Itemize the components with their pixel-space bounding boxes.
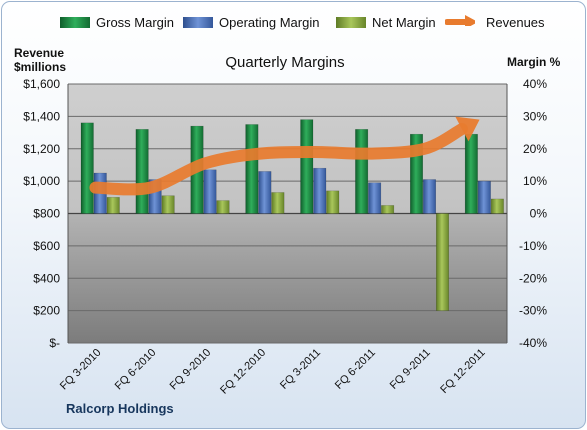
operating-margin-bar [258,171,272,214]
operating-margin-bar [368,182,382,214]
legend-label: Revenues [486,15,545,30]
revenue-arrow-stem [89,122,468,196]
left-tick-label: $1,400 [23,109,60,123]
left-axis-title-line1: Revenue [14,46,65,60]
revenue-arrow-head [455,116,480,142]
left-axis-ticks: $- $200 $400 $600 $800 $1,000 $1,200 $1,400 $1,6… [23,77,60,350]
x-tick-label: FQ 6-2011 [333,347,378,392]
right-axis-ticks: -40% -30% -20% -10% 0% 10% 20% 30% 40% [519,77,547,350]
left-tick-label: $- [49,336,60,350]
right-tick-label: -20% [519,271,547,285]
left-tick-label: $200 [33,304,60,318]
x-axis-ticks: FQ 3-2010 FQ 6-2010 FQ 9-2010 FQ 12-2010 FQ … [58,347,488,397]
net-margin-bar [161,195,175,214]
chart-title: Quarterly Margins [225,54,345,71]
left-tick-label: $400 [33,271,60,285]
x-tick-label: FQ 6-2010 [113,347,159,393]
gross-margin-bar [245,124,259,214]
net-margin-bar [271,192,285,214]
gross-margin-bar [464,133,478,214]
x-tick-label: FQ 12-2011 [438,347,487,396]
left-tick-label: $600 [33,239,60,253]
left-axis-title-line2: $millions [14,60,67,74]
right-tick-label: -40% [519,336,547,350]
net-margin-bar [436,213,449,311]
net-margin-bar [490,198,504,214]
left-tick-label: $1,600 [23,77,60,91]
net-margin-bar [216,200,230,214]
legend-swatch [183,17,213,28]
x-tick-label: FQ 3-2010 [58,347,104,393]
left-tick-label: $1,000 [23,174,60,188]
x-tick-label: FQ 9-2011 [388,347,433,392]
company-name: Ralcorp Holdings [66,401,174,416]
x-tick-label: FQ 12-2010 [218,347,268,397]
right-tick-label: 20% [523,142,547,156]
net-margin-bar [381,205,395,214]
left-axis-title: Revenue $millions [14,46,66,74]
right-tick-label: -30% [519,304,547,318]
left-tick-label: $1,200 [23,142,60,156]
operating-margin-bar [203,169,217,214]
right-axis-title: Margin % [507,55,561,69]
right-tick-label: 10% [523,174,547,188]
legend-swatch [60,17,90,28]
legend-label: Operating Margin [219,15,320,30]
gross-margin-bar [355,129,369,214]
left-tick-label: $800 [33,207,60,221]
legend-label: Gross Margin [96,15,175,30]
legend-arrow-icon [445,15,475,26]
operating-margin-bar [423,179,436,214]
x-tick-label: FQ 3-2011 [278,347,323,392]
x-tick-label: FQ 9-2010 [168,347,214,393]
net-margin-bar [106,197,120,214]
right-tick-label: 30% [523,109,547,123]
net-margin-bar [326,190,340,214]
right-tick-label: 0% [530,207,548,221]
revenue-arrow [89,116,480,196]
legend: Gross Margin Operating Margin Net Margin… [0,13,587,33]
right-tick-label: 40% [523,77,547,91]
gross-margin-bar [80,122,94,214]
operating-margin-bar [477,180,491,214]
legend-swatch [336,17,366,28]
legend-label: Net Margin [372,15,436,30]
gross-margin-bar [300,119,314,214]
gross-margin-bar [135,129,149,214]
right-tick-label: -10% [519,239,547,253]
operating-margin-bar [313,167,327,214]
